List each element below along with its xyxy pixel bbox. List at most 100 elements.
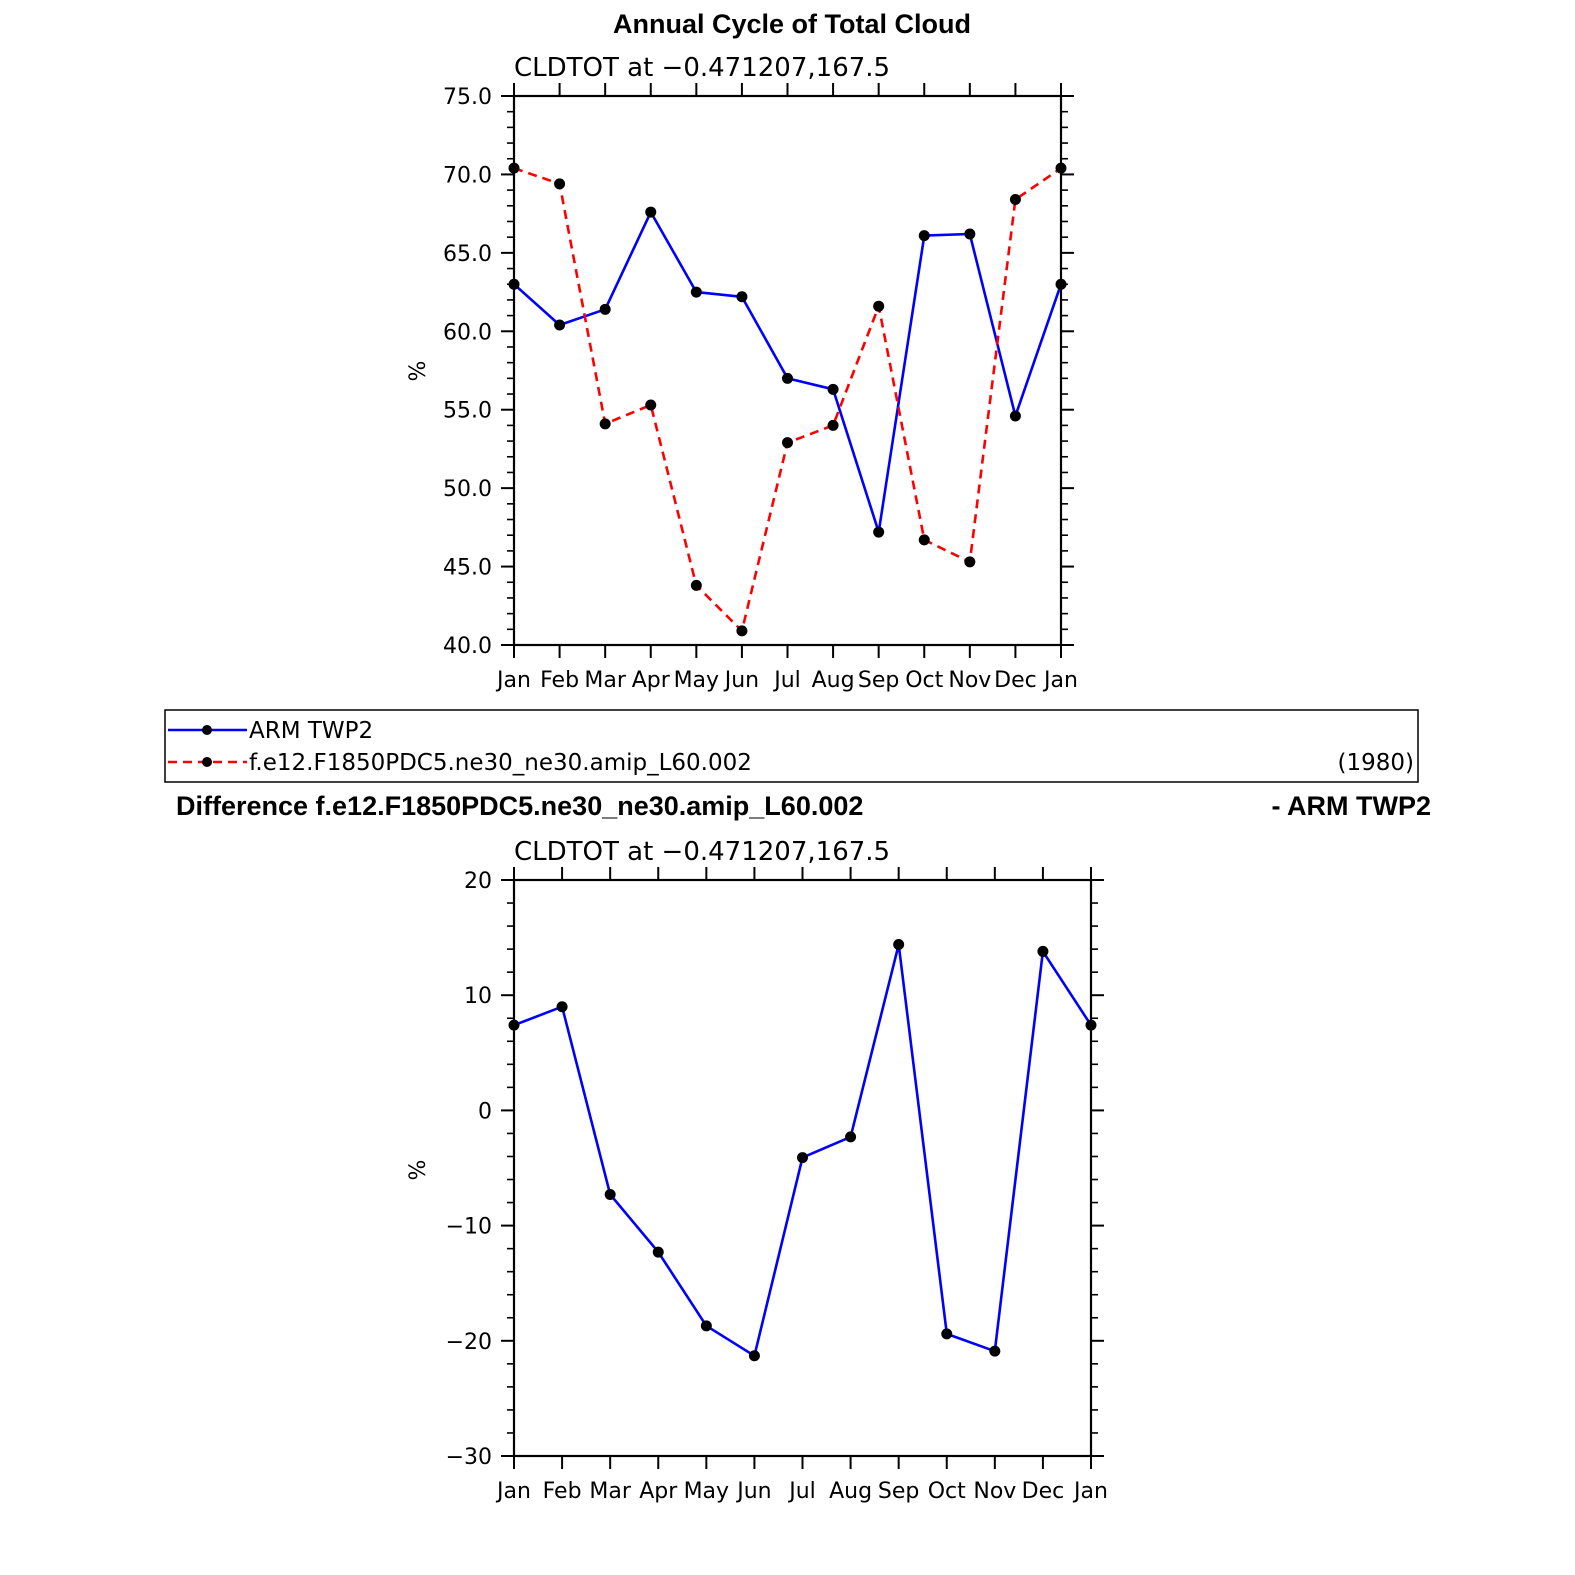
chart1-plot-frame — [512, 94, 1063, 647]
chart1-series-0-point — [599, 303, 611, 315]
chart2-ytick-label: 10 — [464, 984, 492, 1009]
chart2-series-0-point — [700, 1320, 712, 1332]
chart2-xtick-label: Apr — [639, 1479, 678, 1504]
chart2-xtick-label: Oct — [928, 1479, 966, 1504]
chart1-series-0-point — [645, 206, 657, 218]
chart1-xtick-label: Apr — [632, 668, 671, 693]
chart1-ytick-label: 60.0 — [443, 320, 492, 345]
chart2-xtick-label: Sep — [878, 1479, 919, 1504]
chart2-series-0-point — [556, 1001, 568, 1013]
chart2-xtick-label: Jan — [1072, 1479, 1108, 1504]
chart1-xtick-label: Oct — [905, 668, 943, 693]
difference-chart: CLDTOT at −0.471207,167.5 % Jan Feb Mar Apr… — [406, 837, 1108, 1504]
chart1-xtick-label: Jun — [723, 668, 759, 693]
chart2-series-0-point — [1037, 945, 1049, 957]
chart1-ytick-label: 65.0 — [443, 242, 492, 267]
chart1-series-1-point — [873, 300, 885, 312]
chart1-xtick-label: Nov — [948, 668, 991, 693]
chart1-series-1-point — [918, 534, 930, 546]
chart2-ytick-label: −10 — [446, 1215, 492, 1240]
chart1-series-0-point — [1009, 410, 1021, 422]
chart1-series-0-point — [554, 319, 566, 331]
chart1-xtick-label: Aug — [812, 668, 855, 693]
legend-box — [164, 709, 1419, 783]
chart1-series-1-point — [1055, 162, 1067, 174]
chart1-series-0-point — [782, 372, 793, 384]
chart2-series-0-point — [989, 1345, 1001, 1357]
chart1-xtick-label: Jan — [495, 668, 531, 693]
chart1-ytick-label: 40.0 — [443, 634, 492, 659]
chart2-ytick-label: −20 — [446, 1330, 492, 1355]
difference-title-right: - ARM TWP2 — [1272, 791, 1431, 821]
annual-cycle-chart: CLDTOT at −0.471207,167.5 % Jan Feb Mar Apr… — [406, 53, 1078, 693]
chart2-xtick-label: Aug — [829, 1479, 872, 1504]
chart2-xtick-label: Jun — [735, 1479, 771, 1504]
chart1-xtick-label: Jan — [1042, 668, 1078, 693]
chart1-ytick-label: 45.0 — [443, 556, 492, 581]
chart2-xtick-label: Jan — [495, 1479, 531, 1504]
chart1-series-0-line — [513, 210, 1063, 534]
chart2-series-0-point — [845, 1131, 857, 1143]
difference-title-left: Difference f.e12.F1850PDC5.ne30_ne30.ami… — [176, 791, 863, 821]
legend-label-arm: ARM TWP2 — [249, 718, 373, 744]
chart2-ytick-label: 0 — [478, 1099, 492, 1124]
legend: ARM TWP2 f.e12.F1850PDC5.ne30_ne30.amip_… — [164, 709, 1419, 783]
chart2-series-0-line — [513, 943, 1093, 1358]
chart1-series-0-point — [918, 230, 930, 242]
chart1-xtick-label: Feb — [540, 668, 579, 693]
chart2-xtick-label: Feb — [543, 1479, 582, 1504]
legend-note: (1980) — [1338, 750, 1414, 776]
chart1-series-0-point — [1055, 278, 1067, 290]
chart2-xtick-label: May — [684, 1479, 729, 1504]
chart1-subtitle: CLDTOT at −0.471207,167.5 — [514, 53, 890, 83]
chart1-series-1-point — [964, 556, 976, 568]
legend-marker-model — [202, 757, 212, 767]
chart1-series-1-point — [1009, 194, 1021, 206]
chart2-series-0-point — [748, 1350, 760, 1362]
chart2-plot-frame — [512, 878, 1093, 1458]
chart1-ytick-label: 75.0 — [443, 85, 492, 110]
chart2-series-0-point — [1085, 1019, 1097, 1031]
chart1-series-1-point — [645, 399, 657, 411]
chart1-series-0-point — [508, 278, 520, 290]
chart1-series-1-point — [690, 579, 702, 591]
legend-marker-arm — [202, 725, 212, 735]
chart2-ytick-label: −30 — [446, 1445, 492, 1470]
chart1-series-0-point — [873, 526, 885, 538]
chart1-series-1-point — [599, 418, 611, 430]
chart1-xtick-label: Dec — [994, 668, 1037, 693]
chart2-xtick-label: Jul — [787, 1479, 816, 1504]
chart1-series-1-point — [736, 625, 748, 637]
chart2-xtick-label: Nov — [973, 1479, 1016, 1504]
chart1-series-1-line — [513, 166, 1062, 633]
chart2-xtick-label: Mar — [589, 1479, 631, 1504]
chart2-series-0-point — [508, 1019, 520, 1031]
chart2-subtitle: CLDTOT at −0.471207,167.5 — [514, 837, 890, 867]
chart1-series-0-point — [690, 286, 702, 298]
chart2-series-0-point — [652, 1246, 664, 1258]
chart1-xtick-label: Mar — [584, 668, 626, 693]
chart1-xtick-label: Jul — [772, 668, 801, 693]
chart2-series-0-point — [893, 939, 905, 951]
chart1-series-0-point — [964, 228, 976, 240]
chart2-xtick-label: Dec — [1022, 1479, 1065, 1504]
chart1-series-1-point — [554, 178, 566, 190]
chart1-series-1-point — [827, 419, 839, 431]
chart1-xtick-label: Sep — [858, 668, 899, 693]
chart1-ytick-label: 50.0 — [443, 477, 492, 502]
chart2-ytick-label: 20 — [464, 869, 492, 894]
chart1-xtick-label: May — [674, 668, 719, 693]
chart1-series-0-point — [827, 383, 839, 395]
chart2-series-0-point — [797, 1152, 808, 1164]
chart2-ylabel: % — [406, 1160, 431, 1181]
chart2-series-0-point — [941, 1328, 953, 1340]
chart2-series-0-point — [604, 1188, 616, 1200]
figure-title: Annual Cycle of Total Cloud — [613, 9, 971, 39]
chart1-ylabel: % — [406, 361, 431, 382]
legend-label-model: f.e12.F1850PDC5.ne30_ne30.amip_L60.002 — [249, 750, 752, 776]
chart1-series-0-point — [736, 291, 748, 303]
chart1-ytick-label: 70.0 — [443, 163, 492, 188]
chart1-series-1-point — [782, 437, 793, 449]
chart1-series-1-point — [508, 162, 520, 174]
